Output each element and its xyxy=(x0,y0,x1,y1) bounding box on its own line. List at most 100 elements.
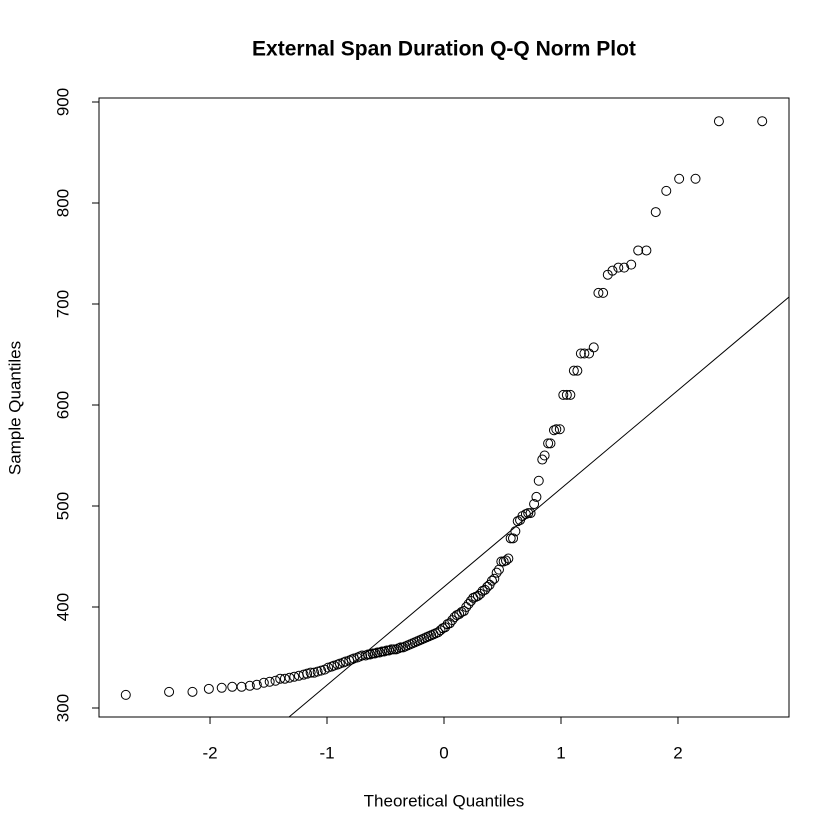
point xyxy=(613,262,624,273)
point xyxy=(120,689,131,700)
x-tick-label: -2 xyxy=(202,743,217,762)
point xyxy=(533,475,544,486)
point xyxy=(641,245,652,256)
point xyxy=(593,287,604,298)
point xyxy=(423,631,434,642)
point xyxy=(270,675,281,686)
point xyxy=(505,533,516,544)
point xyxy=(251,679,262,690)
chart-title: External Span Duration Q-Q Norm Plot xyxy=(252,38,636,61)
point xyxy=(187,686,198,697)
point xyxy=(305,667,316,678)
y-tick-label: 300 xyxy=(53,694,72,722)
y-tick-label: 400 xyxy=(53,593,72,621)
point xyxy=(360,650,371,661)
point xyxy=(661,185,672,196)
point xyxy=(486,575,497,586)
point xyxy=(372,647,383,658)
point xyxy=(588,342,599,353)
point xyxy=(409,637,420,648)
point xyxy=(421,632,432,643)
point xyxy=(203,683,214,694)
point xyxy=(568,365,579,376)
point xyxy=(572,365,583,376)
y-tick-label: 800 xyxy=(53,189,72,217)
x-tick-label: 1 xyxy=(556,743,565,762)
plot-area xyxy=(288,296,789,717)
point xyxy=(565,389,576,400)
point xyxy=(561,389,572,400)
point xyxy=(525,508,536,519)
point xyxy=(365,649,376,660)
point xyxy=(400,641,411,652)
point xyxy=(289,671,300,682)
point xyxy=(543,438,554,449)
point xyxy=(757,116,768,127)
point xyxy=(384,645,395,656)
y-tick-label: 500 xyxy=(53,492,72,520)
point xyxy=(379,646,390,657)
point xyxy=(463,598,474,609)
point xyxy=(531,491,542,502)
y-tick-label: 600 xyxy=(53,391,72,419)
point xyxy=(548,425,559,436)
point xyxy=(244,680,255,691)
point xyxy=(426,630,437,641)
point xyxy=(619,262,630,273)
point xyxy=(393,643,404,654)
point xyxy=(357,650,368,661)
point xyxy=(227,681,238,692)
point xyxy=(503,553,514,564)
point xyxy=(489,573,500,584)
point xyxy=(496,556,507,567)
point xyxy=(607,265,618,276)
point xyxy=(374,647,385,658)
point xyxy=(402,640,413,651)
point xyxy=(529,498,540,509)
point xyxy=(501,555,512,566)
point xyxy=(539,450,550,461)
point xyxy=(575,348,586,359)
y-tick-label: 900 xyxy=(53,88,72,116)
point xyxy=(579,348,590,359)
point xyxy=(216,682,227,693)
point xyxy=(258,677,269,688)
point xyxy=(523,508,534,519)
point xyxy=(674,173,685,184)
point xyxy=(388,644,399,655)
point xyxy=(551,424,562,435)
x-tick-label: -1 xyxy=(319,743,334,762)
point xyxy=(395,642,406,653)
point xyxy=(367,648,378,659)
point xyxy=(164,686,175,697)
point xyxy=(362,649,373,660)
x-tick-label: 2 xyxy=(673,743,682,762)
x-axis-label: Theoretical Quantiles xyxy=(364,791,525,810)
point xyxy=(398,642,409,653)
point xyxy=(386,644,397,655)
point xyxy=(279,673,290,684)
qq-line xyxy=(288,296,789,717)
point xyxy=(405,639,416,650)
point xyxy=(236,681,247,692)
x-tick-label: 0 xyxy=(439,743,448,762)
point xyxy=(520,509,531,520)
point xyxy=(416,634,427,645)
point xyxy=(510,526,521,537)
y-tick-label: 700 xyxy=(53,290,72,318)
point xyxy=(545,438,556,449)
point xyxy=(598,287,609,298)
point xyxy=(419,633,430,644)
point xyxy=(508,533,519,544)
point xyxy=(626,259,637,270)
point xyxy=(690,173,701,184)
point xyxy=(264,676,275,687)
point xyxy=(558,389,569,400)
point xyxy=(412,636,423,647)
point xyxy=(369,648,380,659)
point xyxy=(376,646,387,657)
point xyxy=(491,567,502,578)
point xyxy=(284,672,295,683)
point xyxy=(633,245,644,256)
